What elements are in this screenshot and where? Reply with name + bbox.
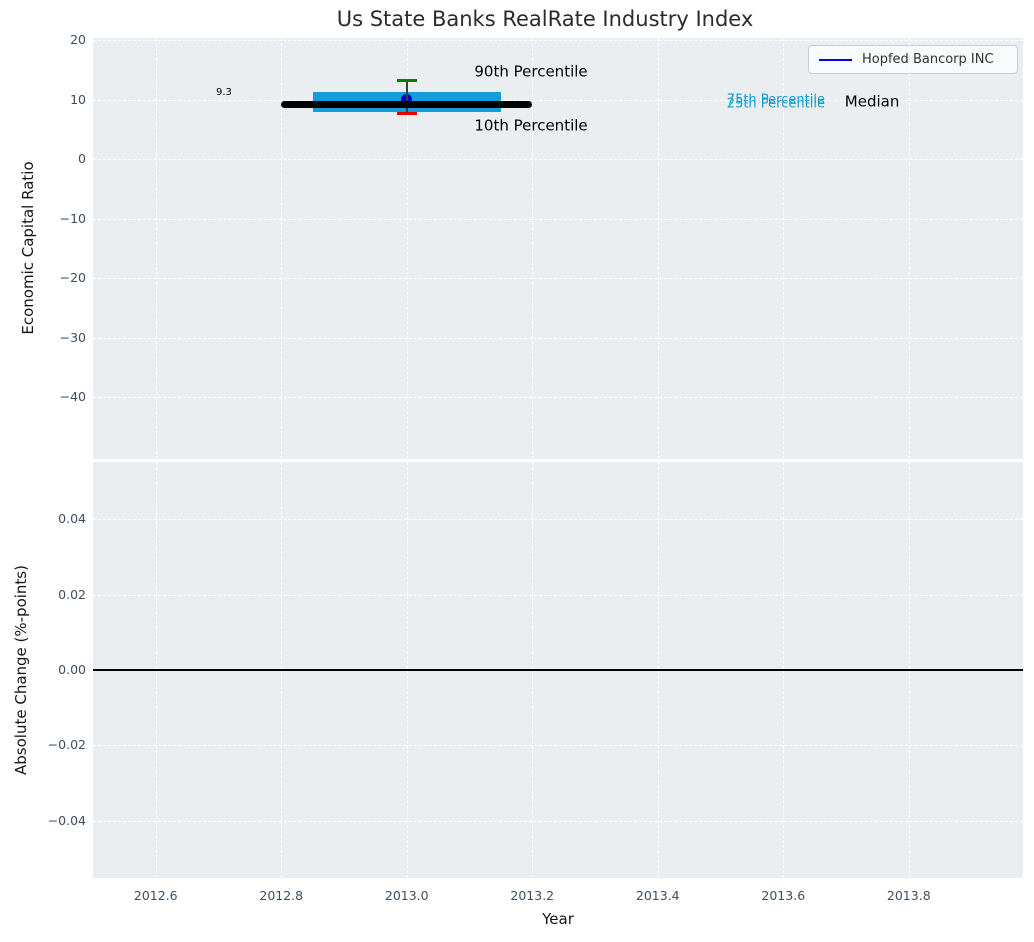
gridline bbox=[93, 820, 1023, 822]
gridline bbox=[908, 38, 910, 459]
gridline bbox=[155, 38, 157, 459]
x-tick-label: 2013.8 bbox=[886, 888, 931, 903]
gridline bbox=[281, 38, 283, 459]
gridline bbox=[93, 278, 1023, 280]
x-tick-label: 2012.8 bbox=[259, 888, 304, 903]
gridline bbox=[93, 99, 1023, 101]
gridline bbox=[93, 337, 1023, 339]
annotation-75th-percentile: 75th Percentile bbox=[726, 92, 825, 108]
annotation-9-3: 9.3 bbox=[215, 86, 232, 98]
gridline bbox=[783, 38, 785, 459]
median-line bbox=[281, 100, 533, 108]
annotation-90th-percentile: 90th Percentile bbox=[474, 62, 588, 81]
percentile-whisker-line bbox=[406, 80, 408, 114]
y-tick-label: 0 bbox=[78, 151, 86, 167]
y-tick-label: 20 bbox=[70, 32, 86, 48]
gridline bbox=[93, 159, 1023, 161]
y-tick-label: 0.00 bbox=[58, 662, 86, 677]
legend-line-sample-icon bbox=[819, 58, 852, 61]
x-tick-label: 2013.6 bbox=[761, 888, 806, 903]
gridline bbox=[532, 38, 534, 459]
p90-cap bbox=[396, 78, 417, 82]
top-plot-area bbox=[93, 38, 1023, 459]
gridline bbox=[93, 594, 1023, 596]
annotation-10th-percentile: 10th Percentile bbox=[474, 116, 588, 135]
gridline bbox=[93, 397, 1023, 399]
legend-label: Hopfed Bancorp INC bbox=[862, 52, 994, 67]
annotation-25th-percentile: 25th Percentile bbox=[726, 96, 825, 112]
gridline bbox=[93, 218, 1023, 220]
x-tick-label: 2013.4 bbox=[635, 888, 680, 903]
x-tick-label: 2012.6 bbox=[133, 888, 178, 903]
gridline bbox=[93, 745, 1023, 747]
y-tick-label: −0.02 bbox=[47, 737, 86, 753]
y-tick-label: 0.02 bbox=[58, 586, 86, 602]
y-tick-label: −30 bbox=[59, 329, 86, 345]
x-tick-label: 2013.2 bbox=[510, 888, 555, 903]
y-tick-label: −10 bbox=[59, 210, 86, 226]
p10-cap bbox=[396, 112, 417, 116]
top-y-axis-label: Economic Capital Ratio bbox=[19, 161, 37, 335]
zero-line bbox=[93, 669, 1023, 671]
annotation-median: Median bbox=[844, 92, 900, 111]
chart-title: Us State Banks RealRate Industry Index bbox=[336, 7, 754, 31]
y-tick-label: −40 bbox=[59, 389, 86, 405]
y-tick-label: 0.04 bbox=[58, 511, 86, 527]
y-tick-label: −20 bbox=[59, 270, 86, 286]
gridline bbox=[93, 40, 1023, 42]
legend: Hopfed Bancorp INC bbox=[808, 45, 1018, 74]
y-tick-label: −0.04 bbox=[47, 812, 86, 828]
gridline bbox=[406, 38, 408, 459]
x-tick-label: 2013.0 bbox=[384, 888, 429, 903]
gridline bbox=[93, 519, 1023, 521]
x-axis-label: Year bbox=[542, 910, 574, 928]
gridline bbox=[657, 38, 659, 459]
y-tick-label: 10 bbox=[70, 91, 86, 107]
